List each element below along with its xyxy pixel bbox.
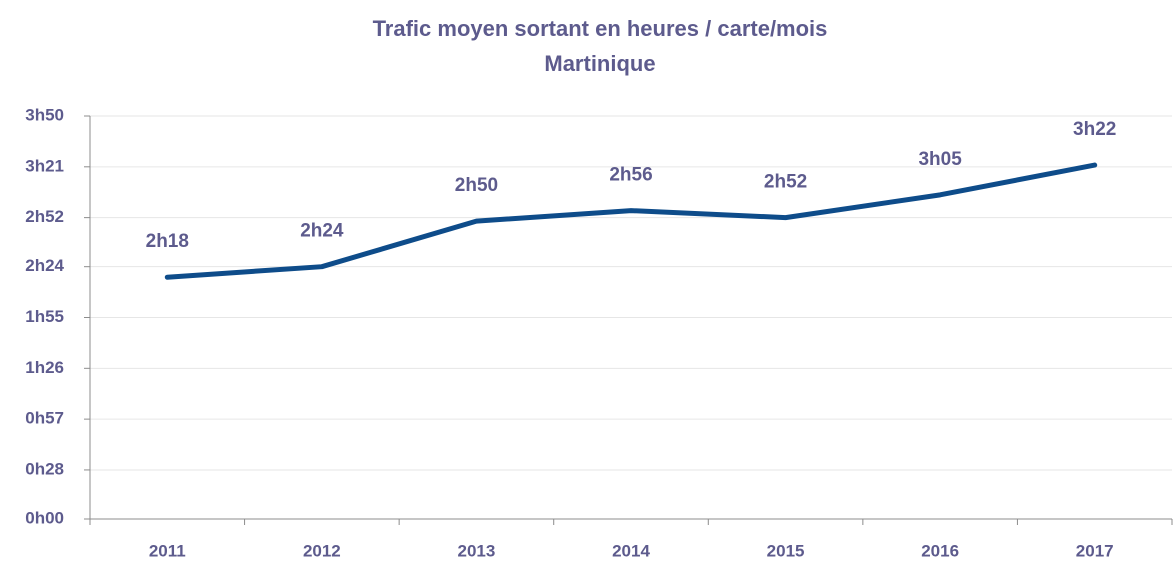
y-tick-label: 1h26	[25, 358, 64, 377]
y-tick-label: 2h52	[25, 207, 64, 226]
y-tick-label: 0h28	[25, 459, 64, 478]
data-label: 2h50	[455, 175, 498, 196]
line	[164, 162, 1098, 280]
x-tick-label: 2013	[458, 541, 496, 560]
data-label: 2h18	[146, 231, 189, 252]
x-tick-label: 2012	[303, 541, 341, 560]
x-tick-label: 2011	[149, 541, 186, 560]
y-tick-label: 0h57	[25, 409, 64, 428]
data-label: 2h24	[300, 221, 344, 242]
data-label: 3h05	[918, 149, 962, 170]
data-label: 3h22	[1073, 119, 1116, 140]
y-tick-label: 3h50	[25, 105, 64, 124]
x-tick-label: 2014	[612, 541, 650, 560]
data-label: 2h56	[609, 165, 652, 186]
chart-title: Trafic moyen sortant en heures / carte/m…	[373, 16, 828, 41]
x-tick-label: 2017	[1076, 541, 1114, 560]
y-tick-label: 0h00	[25, 508, 64, 527]
data-label: 2h52	[764, 172, 807, 193]
y-tick-label: 3h21	[25, 156, 64, 175]
chart-subtitle: Martinique	[544, 51, 655, 76]
x-tick-label: 2016	[921, 541, 959, 560]
y-tick-label: 2h24	[25, 256, 64, 275]
x-tick-label: 2015	[767, 541, 805, 560]
y-tick-label: 1h55	[25, 307, 64, 326]
